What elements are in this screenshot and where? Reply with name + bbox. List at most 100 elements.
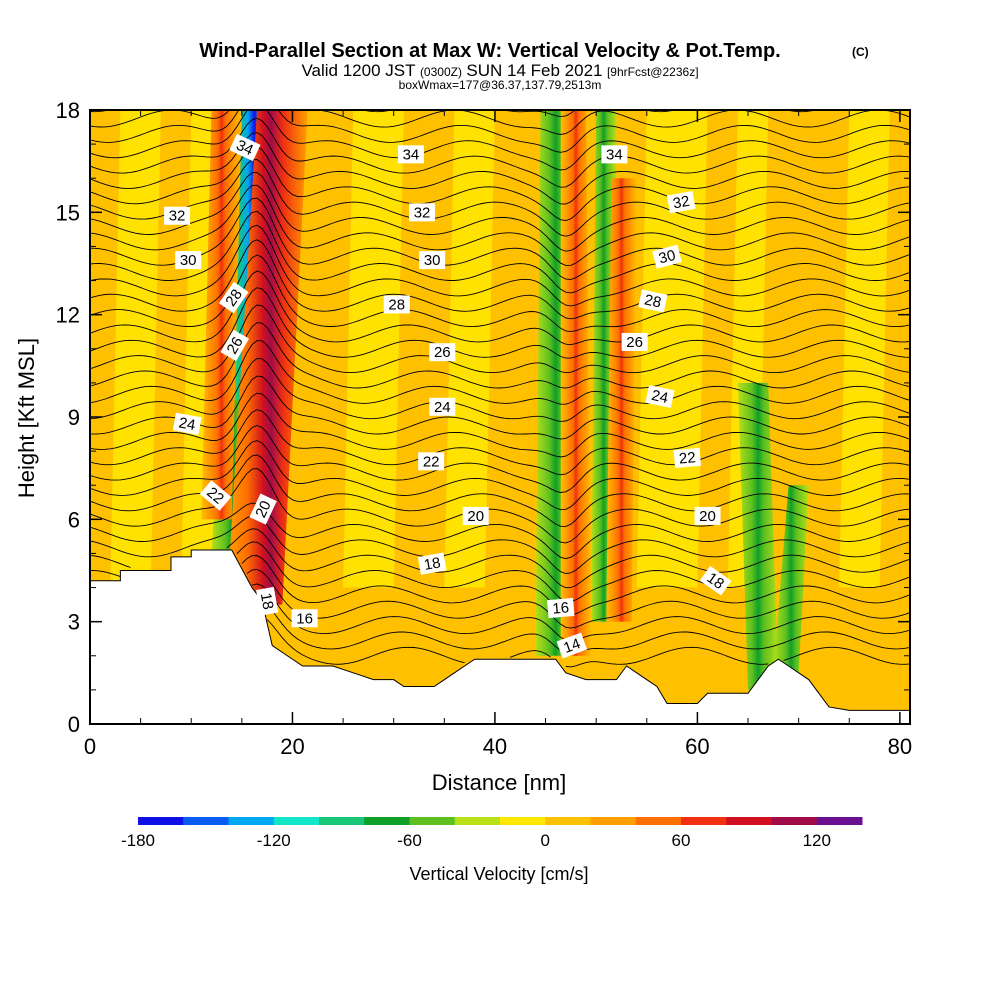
theta-label-18: 18 <box>699 565 732 596</box>
theta-contour <box>90 541 910 603</box>
weak-velocity-band <box>636 110 708 588</box>
theta-label-text: 22 <box>423 453 440 470</box>
theta-contour <box>246 568 910 629</box>
theta-label-20: 20 <box>249 493 277 525</box>
theta-label-box <box>418 452 445 471</box>
theta-contour <box>90 528 910 589</box>
subtitle-utc: (0300Z) <box>420 65 462 79</box>
colorbar-swatch <box>183 817 229 825</box>
theta-label-text: 20 <box>467 508 484 525</box>
colorbar-swatch <box>273 817 320 825</box>
theta-label-text: 24 <box>650 387 670 407</box>
theta-label-box <box>218 281 249 314</box>
theta-contour <box>90 358 910 422</box>
theta-label-box <box>175 251 202 270</box>
theta-label-16: 16 <box>291 609 318 628</box>
theta-contour <box>90 287 910 359</box>
theta-label-box <box>291 609 318 628</box>
theta-label-text: 14 <box>561 635 582 657</box>
theta-label-26: 26 <box>621 332 648 351</box>
theta-contour <box>241 555 910 616</box>
axis-ticks: 0 20 40 60 80 0 3 6 9 12 15 18 <box>56 98 913 759</box>
weak-velocity-band <box>839 110 890 588</box>
theta-contour <box>90 270 910 346</box>
y-tick-label: 12 <box>56 303 80 328</box>
theta-label-text: 32 <box>414 204 431 221</box>
colorbar-swatch <box>545 817 591 825</box>
theta-label-text: 24 <box>177 414 196 434</box>
theta-label-box <box>220 329 250 362</box>
theta-label-box <box>556 632 588 659</box>
theta-label-text: 34 <box>403 146 420 163</box>
theta-label-box <box>397 145 424 164</box>
colorbar-tick-label: -120 <box>257 831 291 850</box>
theta-contour <box>90 224 910 307</box>
x-tick-label: 80 <box>888 734 912 759</box>
theta-contour <box>90 117 910 188</box>
theta-label-text: 28 <box>222 286 245 309</box>
theta-label-28: 28 <box>218 281 249 314</box>
theta-label-24: 24 <box>429 397 456 416</box>
theta-label-box <box>256 586 279 616</box>
theta-contour <box>90 409 910 476</box>
theta-label-32: 32 <box>409 203 436 222</box>
colorbar-tick-label: 120 <box>803 831 831 850</box>
theta-label-text: 32 <box>672 193 691 213</box>
theta-label-text: 26 <box>224 334 247 357</box>
theta-label-32: 32 <box>164 206 191 225</box>
theta-contour <box>266 619 910 668</box>
subtitle-fcst: [9hrFcst@2236z] <box>607 65 699 79</box>
theta-contour <box>90 322 910 389</box>
theta-label-box <box>666 190 696 214</box>
theta-contour <box>90 132 910 205</box>
theta-contour <box>90 239 910 320</box>
theta-label-box <box>699 565 732 596</box>
theta-contour <box>90 145 910 221</box>
subtitle-date: SUN 14 Feb 2021 <box>466 61 602 80</box>
colorbar-tick-label: -60 <box>397 831 422 850</box>
theta-label-text: 26 <box>626 334 643 351</box>
theta-contour <box>90 502 910 560</box>
colorbar-swatch <box>364 817 410 825</box>
theta-label-text: 16 <box>296 610 313 627</box>
theta-contour <box>90 340 910 405</box>
theta-label-text: 22 <box>678 449 696 467</box>
theta-label-box <box>383 295 410 314</box>
theta-contour <box>266 604 910 655</box>
theta-label-box <box>547 597 575 619</box>
theta-contour <box>90 210 910 294</box>
theta-label-box <box>621 332 648 351</box>
theta-label-box <box>172 412 202 435</box>
theta-label-text: 28 <box>643 291 663 311</box>
theta-label-28: 28 <box>638 289 668 313</box>
theta-label-26: 26 <box>429 343 456 362</box>
theta-contour <box>90 184 910 266</box>
theta-contour <box>90 392 910 458</box>
theta-label-20: 20 <box>694 506 721 525</box>
theta-contour <box>90 304 910 374</box>
colorbar-tick-label: 0 <box>541 831 550 850</box>
y-tick-label: 9 <box>68 405 80 430</box>
theta-label-text: 18 <box>257 592 277 611</box>
theta-contour <box>90 110 910 135</box>
theta-label-text: 32 <box>169 208 186 225</box>
colorbar-swatch <box>138 817 184 825</box>
theta-label-box <box>419 251 446 270</box>
theta-label-34: 34 <box>601 145 628 164</box>
contour-labels: 34 34 34 32 32 32 30 30 30 28 28 28 26 26 26 24 24 24 22 22… <box>164 133 732 659</box>
theta-label-24: 24 <box>172 412 202 435</box>
chart-subtitle: Valid 1200 JST (0300Z) SUN 14 Feb 2021 [… <box>301 61 698 80</box>
theta-label-box <box>429 397 456 416</box>
theta-label-text: 18 <box>704 569 727 592</box>
x-tick-label: 40 <box>483 734 507 759</box>
theta-label-34: 34 <box>397 145 424 164</box>
x-tick-label: 60 <box>685 734 709 759</box>
colorbar-swatch <box>816 817 863 825</box>
theta-label-32: 32 <box>666 190 696 214</box>
theta-label-box <box>673 447 702 469</box>
colorbar-swatch <box>726 817 772 825</box>
theta-label-box <box>694 506 721 525</box>
theta-label-30: 30 <box>175 251 202 270</box>
chart-title-mark: (C) <box>852 45 869 59</box>
theta-label-30: 30 <box>419 251 446 270</box>
